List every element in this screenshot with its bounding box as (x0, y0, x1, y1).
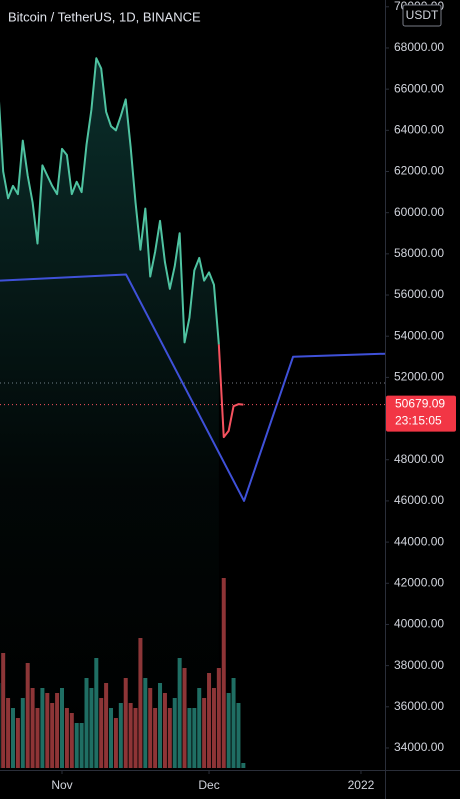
currency-label: USDT (406, 8, 439, 22)
volume-bar (236, 703, 241, 768)
y-tick-label: 46000.00 (394, 493, 444, 507)
y-tick-label: 66000.00 (394, 81, 444, 95)
y-tick-label: 58000.00 (394, 246, 444, 260)
y-tick-label: 38000.00 (394, 658, 444, 672)
y-tick-label: 40000.00 (394, 617, 444, 631)
y-tick-label: 44000.00 (394, 534, 444, 548)
last-price-box (386, 395, 456, 432)
volume-bar (226, 693, 231, 768)
x-tick-label: 2022 (348, 778, 375, 792)
x-tick-label: Nov (51, 778, 72, 792)
y-tick-label: 54000.00 (394, 328, 444, 342)
price-line (0, 273, 386, 502)
volume-bar (241, 763, 246, 768)
y-tick-label: 60000.00 (394, 205, 444, 219)
y-tick-label: 64000.00 (394, 122, 444, 136)
plot-layer (0, 57, 386, 770)
last-price-label: 50679.09 (395, 397, 445, 411)
axis-layer: 34000.00 36000.00 38000.00 40000.00 42000.00… (51, 0, 456, 792)
y-tick-label: 62000.00 (394, 164, 444, 178)
y-tick-label: 42000.00 (394, 575, 444, 589)
volume-bar (231, 678, 236, 768)
price-line (0, 57, 220, 345)
volume-bar (221, 578, 226, 768)
y-tick-label: 36000.00 (394, 699, 444, 713)
countdown-label: 23:15:05 (395, 414, 442, 428)
y-tick-label: 68000.00 (394, 40, 444, 54)
y-tick-label: 48000.00 (394, 452, 444, 466)
price-line (217, 344, 244, 439)
chart-title: Bitcoin / TetherUS, 1D, BINANCE (8, 9, 201, 24)
y-tick-label: 34000.00 (394, 740, 444, 754)
area-fill (0, 58, 219, 770)
x-tick-label: Dec (198, 778, 219, 792)
y-tick-label: 52000.00 (394, 370, 444, 384)
currency-box (402, 4, 442, 27)
y-tick-label: 56000.00 (394, 287, 444, 301)
